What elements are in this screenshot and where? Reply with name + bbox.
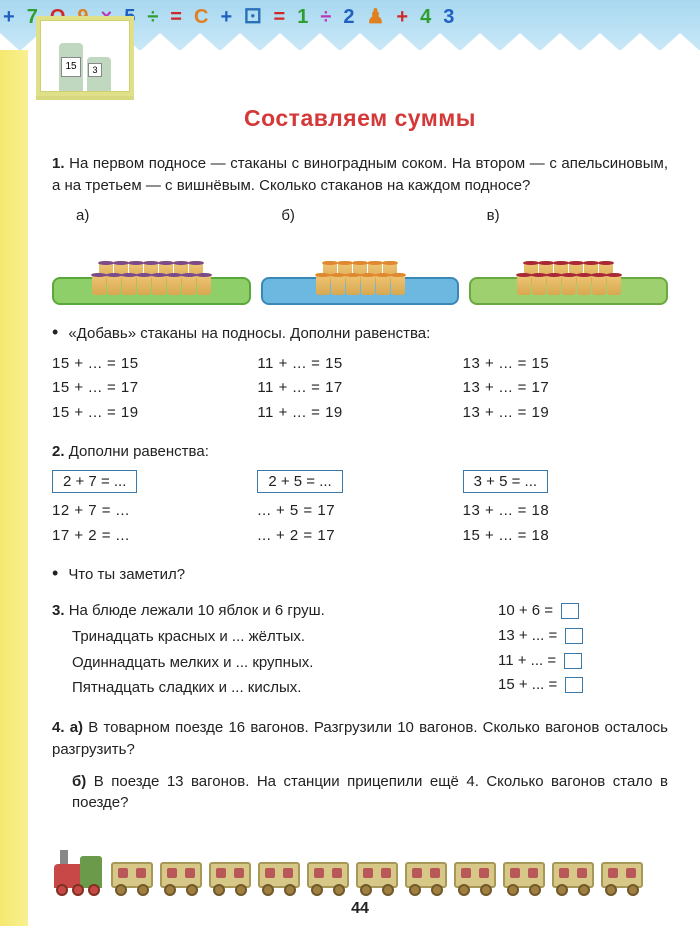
eq-box-2: 2 + 5 = ... — [257, 470, 342, 493]
equation-line: 15 + ... = 18 — [463, 525, 668, 547]
tray-grape — [52, 231, 251, 305]
task4-b-text: В поезде 13 вагонов. На станции прицепил… — [72, 773, 668, 812]
wagon-icon — [452, 858, 498, 896]
t3-eq-0: 10 + 6 = — [498, 602, 553, 619]
wagon-icon — [256, 858, 302, 896]
trays-illustration — [52, 231, 668, 305]
answer-box — [565, 628, 583, 644]
t3-eq-2: 11 + ... = — [498, 652, 556, 669]
equation-line: ... + 2 = 17 — [257, 525, 462, 547]
eq-box-3: 3 + 5 = ... — [463, 470, 548, 493]
task-2: 2. Дополни равенства: 2 + 7 = ... 2 + 5 … — [52, 441, 668, 586]
task-number: 4. — [52, 719, 65, 736]
equation-line: 13 + ... = 18 — [463, 500, 668, 522]
wagon-icon — [305, 858, 351, 896]
answer-box — [565, 677, 583, 693]
task1-bullet: «Добавь» стаканы на подносы. Дополни рав… — [52, 319, 668, 345]
equation-line: 11 + ... = 19 — [257, 402, 462, 424]
page-number: 44 — [46, 897, 674, 920]
task2-boxed-equations: 2 + 7 = ... 2 + 5 = ... 3 + 5 = ... — [52, 471, 668, 493]
t3-eq-1: 13 + ... = — [498, 627, 557, 644]
equation-line: 12 + 7 = ... — [52, 500, 257, 522]
equation-line: 15 + ... = 15 — [52, 353, 257, 375]
eq-col-2: 11 + ... = 1511 + ... = 17 11 + ... = 19 — [257, 353, 462, 427]
tray-labels: а) б) в) — [52, 205, 668, 227]
task-3: 3. На блюде лежали 10 яблок и 6 груш. Тр… — [52, 600, 668, 703]
task1-equations: 15 + ... = 1515 + ... = 1715 + ... = 19 … — [52, 353, 668, 427]
wagon-icon — [207, 858, 253, 896]
eq-box-1: 2 + 7 = ... — [52, 470, 137, 493]
corner-num-1: 15 — [61, 57, 81, 77]
eq-col-3: 13 + ... = 18 15 + ... = 18 — [463, 500, 668, 550]
eq-col-1: 12 + 7 = ... 17 + 2 = ... — [52, 500, 257, 550]
task4-a-label: а) — [70, 719, 83, 736]
equation-line: 13 + ... = 17 — [463, 377, 668, 399]
wagon-icon — [109, 858, 155, 896]
eq-col-3: 13 + ... = 1513 + ... = 17 13 + ... = 19 — [463, 353, 668, 427]
task-number: 1. — [52, 155, 65, 172]
wagon-icon — [501, 858, 547, 896]
t3-line-2: Одиннадцать мелких и ... крупных. — [52, 652, 498, 674]
task2-bullet: Что ты заметил? — [52, 560, 668, 586]
equation-line: 11 + ... = 15 — [257, 353, 462, 375]
page-title: Составляем суммы — [52, 102, 668, 135]
corner-num-2: 3 — [88, 63, 102, 77]
equation-line: 13 + ... = 19 — [463, 402, 668, 424]
equation-line: 15 + ... = 17 — [52, 377, 257, 399]
task4-b-label: б) — [72, 773, 86, 790]
wagon-icon — [158, 858, 204, 896]
t3-line-1: Тринадцать красных и ... жёлтых. — [52, 626, 498, 648]
equation-line: 17 + 2 = ... — [52, 525, 257, 547]
task3-equations: 10 + 6 = 13 + ... = 11 + ... = 15 + ... … — [498, 600, 668, 703]
t3-eq-3: 15 + ... = — [498, 676, 557, 693]
tray-orange — [261, 231, 460, 305]
task-number: 3. — [52, 602, 65, 619]
eq-col-1: 15 + ... = 1515 + ... = 17 15 + ... = 19 — [52, 353, 257, 427]
equation-line: 15 + ... = 19 — [52, 402, 257, 424]
label-c: в) — [463, 205, 668, 227]
task-text: Дополни равенства: — [69, 443, 209, 460]
wagon-icon — [550, 858, 596, 896]
task-1: 1. На первом подносе — стаканы с виногра… — [52, 153, 668, 427]
wagon-icon — [599, 858, 645, 896]
page-content: Составляем суммы 1. На первом подносе — … — [46, 68, 674, 926]
left-yellow-strip — [0, 50, 28, 926]
label-a: а) — [52, 205, 257, 227]
tray-cherry — [469, 231, 668, 305]
eq-col-2: ... + 5 = 17 ... + 2 = 17 — [257, 500, 462, 550]
wagon-icon — [354, 858, 400, 896]
train-illustration — [50, 846, 670, 896]
equation-line: ... + 5 = 17 — [257, 500, 462, 522]
corner-illustration: 15 3 — [40, 20, 130, 92]
equation-line: 13 + ... = 15 — [463, 353, 668, 375]
task2-equations: 12 + 7 = ... 17 + 2 = ... ... + 5 = 17...… — [52, 500, 668, 550]
task4-a-text: В товарном поезде 16 вагонов. Разгрузили… — [52, 719, 668, 758]
task-number: 2. — [52, 443, 65, 460]
answer-box — [561, 603, 579, 619]
answer-box — [564, 653, 582, 669]
locomotive-icon — [50, 850, 106, 896]
wagon-icon — [403, 858, 449, 896]
equation-line: 11 + ... = 17 — [257, 377, 462, 399]
t3-line-0: На блюде лежали 10 яблок и 6 груш. — [69, 602, 325, 619]
task-text: На первом подносе — стаканы с виноградны… — [52, 155, 668, 194]
task-4: 4. а) В товарном поезде 16 вагонов. Разг… — [52, 717, 668, 814]
label-b: б) — [257, 205, 462, 227]
t3-line-3: Пятнадцать сладких и ... кислых. — [52, 677, 498, 699]
